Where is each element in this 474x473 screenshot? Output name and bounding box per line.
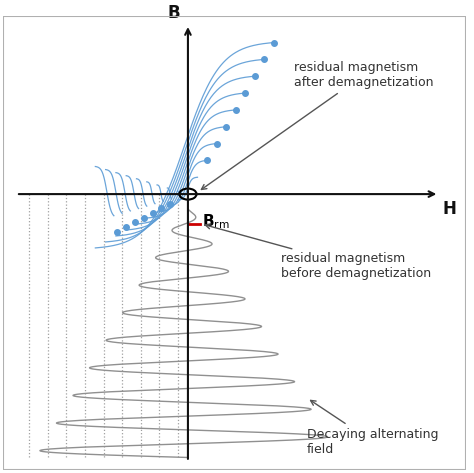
Text: residual magnetism
after demagnetization: residual magnetism after demagnetization bbox=[201, 61, 433, 190]
Text: H: H bbox=[443, 200, 456, 218]
Text: $\mathbf{B}_{\rm rm}$: $\mathbf{B}_{\rm rm}$ bbox=[202, 212, 230, 231]
Text: residual magnetism
before demagnetization: residual magnetism before demagnetizatio… bbox=[205, 224, 431, 280]
Text: B: B bbox=[167, 4, 180, 22]
Text: Decaying alternating
field: Decaying alternating field bbox=[307, 401, 438, 456]
